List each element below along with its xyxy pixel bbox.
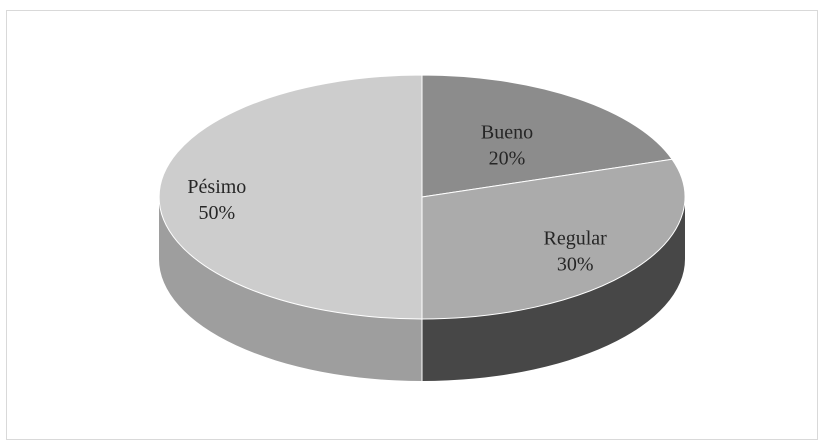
pie-side-regular <box>422 197 685 381</box>
pie-side-pésimo <box>159 197 422 381</box>
pie-slice-regular <box>421 158 686 320</box>
slice-value-pésimo: 50% <box>199 202 236 224</box>
slice-value-bueno: 20% <box>489 148 526 170</box>
slice-label-regular: Regular <box>544 228 608 250</box>
slice-label-bueno: Bueno <box>481 122 533 144</box>
pie-slice-bueno <box>421 74 674 198</box>
pie-slice-pésimo <box>158 74 423 320</box>
pie-labels: Bueno 20% Regular 30% Pésimo 50% <box>187 122 607 276</box>
slice-label-pésimo: Pésimo <box>187 176 246 198</box>
slice-value-regular: 30% <box>557 254 594 276</box>
pie-slices <box>158 74 686 320</box>
pie-sides <box>159 197 685 381</box>
